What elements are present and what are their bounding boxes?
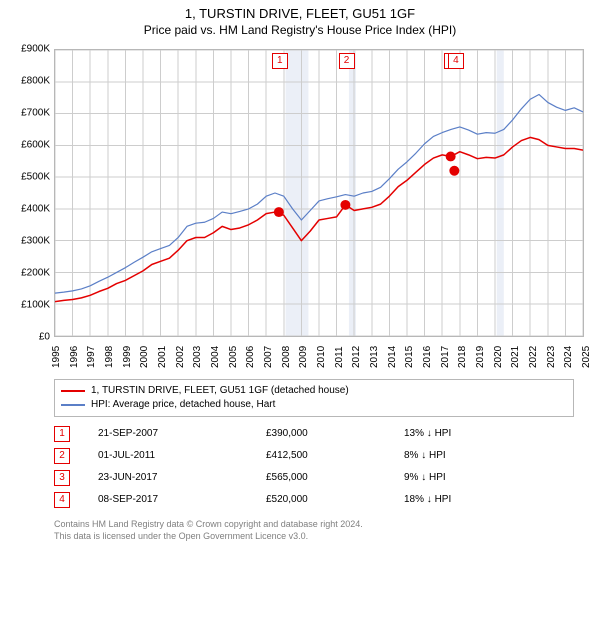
x-axis-tick: 2023 (546, 346, 557, 368)
x-axis-tick: 2013 (369, 346, 380, 368)
footer-line-2: This data is licensed under the Open Gov… (54, 531, 574, 543)
transaction-diff: 9% ↓ HPI (376, 472, 534, 483)
x-axis-tick: 2016 (422, 346, 433, 368)
x-axis-tick: 2020 (493, 346, 504, 368)
transaction-marker-3: 3 (54, 470, 70, 486)
legend-item: 1, TURSTIN DRIVE, FLEET, GU51 1GF (detac… (61, 384, 567, 398)
transaction-marker-4: 4 (54, 492, 70, 508)
legend-label: HPI: Average price, detached house, Hart (91, 399, 275, 410)
y-axis-tick: £700K (12, 107, 50, 118)
transaction-date: 08-SEP-2017 (70, 494, 238, 505)
x-axis-tick: 2014 (387, 346, 398, 368)
y-axis-tick: £800K (12, 75, 50, 86)
y-axis-tick: £600K (12, 139, 50, 150)
x-axis-tick: 2025 (581, 346, 592, 368)
legend: 1, TURSTIN DRIVE, FLEET, GU51 1GF (detac… (54, 379, 574, 417)
x-axis-tick: 2004 (210, 346, 221, 368)
x-axis-tick: 1997 (86, 346, 97, 368)
transaction-row: 201-JUL-2011£412,5008% ↓ HPI (54, 445, 574, 467)
transaction-price: £565,000 (238, 472, 376, 483)
x-axis-tick: 2010 (316, 346, 327, 368)
transaction-marker-1: 1 (54, 426, 70, 442)
legend-swatch (61, 404, 85, 406)
plot-area (54, 49, 584, 337)
x-axis-tick: 2019 (475, 346, 486, 368)
sale-marker-1: 1 (272, 53, 288, 69)
transaction-row: 121-SEP-2007£390,00013% ↓ HPI (54, 423, 574, 445)
legend-swatch (61, 390, 85, 392)
transaction-row: 323-JUN-2017£565,0009% ↓ HPI (54, 467, 574, 489)
x-axis-tick: 2017 (440, 346, 451, 368)
transaction-price: £412,500 (238, 450, 376, 461)
y-axis-tick: £500K (12, 171, 50, 182)
x-axis-tick: 2005 (228, 346, 239, 368)
x-axis-tick: 2008 (281, 346, 292, 368)
transactions-table: 121-SEP-2007£390,00013% ↓ HPI201-JUL-201… (54, 423, 574, 511)
transaction-date: 21-SEP-2007 (70, 428, 238, 439)
x-axis-tick: 1998 (104, 346, 115, 368)
transaction-marker-2: 2 (54, 448, 70, 464)
x-axis-tick: 2011 (334, 346, 345, 368)
x-axis-tick: 2006 (245, 346, 256, 368)
transaction-date: 23-JUN-2017 (70, 472, 238, 483)
transaction-diff: 13% ↓ HPI (376, 428, 534, 439)
transaction-row: 408-SEP-2017£520,00018% ↓ HPI (54, 489, 574, 511)
chart-area: £0 £100K £200K £300K £400K £500K £600K £700K £80… (12, 43, 588, 373)
transaction-date: 01-JUL-2011 (70, 450, 238, 461)
y-axis-tick: £900K (12, 43, 50, 54)
x-axis-tick: 2022 (528, 346, 539, 368)
y-axis-tick: £400K (12, 203, 50, 214)
y-axis-tick: £200K (12, 267, 50, 278)
x-axis-tick: 2000 (139, 346, 150, 368)
chart-svg (55, 50, 583, 336)
x-axis-tick: 1996 (69, 346, 80, 368)
x-axis-tick: 2001 (157, 346, 168, 368)
y-axis-tick: £300K (12, 235, 50, 246)
x-axis-tick: 1995 (51, 346, 62, 368)
sale-marker-4: 4 (448, 53, 464, 69)
y-axis-tick: £0 (12, 331, 50, 342)
x-axis-tick: 2002 (175, 346, 186, 368)
x-axis-tick: 2024 (563, 346, 574, 368)
x-axis-tick: 1999 (122, 346, 133, 368)
x-axis-tick: 2003 (192, 346, 203, 368)
chart-title: 1, TURSTIN DRIVE, FLEET, GU51 1GF (12, 6, 588, 23)
transaction-price: £390,000 (238, 428, 376, 439)
x-axis-tick: 2007 (263, 346, 274, 368)
legend-item: HPI: Average price, detached house, Hart (61, 398, 567, 412)
footer-line-1: Contains HM Land Registry data © Crown c… (54, 519, 574, 531)
transaction-price: £520,000 (238, 494, 376, 505)
x-axis-tick: 2015 (404, 346, 415, 368)
x-axis-tick: 2012 (351, 346, 362, 368)
x-axis-tick: 2009 (298, 346, 309, 368)
y-axis-tick: £100K (12, 299, 50, 310)
transaction-diff: 8% ↓ HPI (376, 450, 534, 461)
x-axis-tick: 2021 (510, 346, 521, 368)
sale-marker-2: 2 (339, 53, 355, 69)
x-axis-tick: 2018 (457, 346, 468, 368)
chart-subtitle: Price paid vs. HM Land Registry's House … (12, 23, 588, 37)
legend-label: 1, TURSTIN DRIVE, FLEET, GU51 1GF (detac… (91, 385, 349, 396)
footer-attribution: Contains HM Land Registry data © Crown c… (54, 519, 574, 542)
transaction-diff: 18% ↓ HPI (376, 494, 534, 505)
